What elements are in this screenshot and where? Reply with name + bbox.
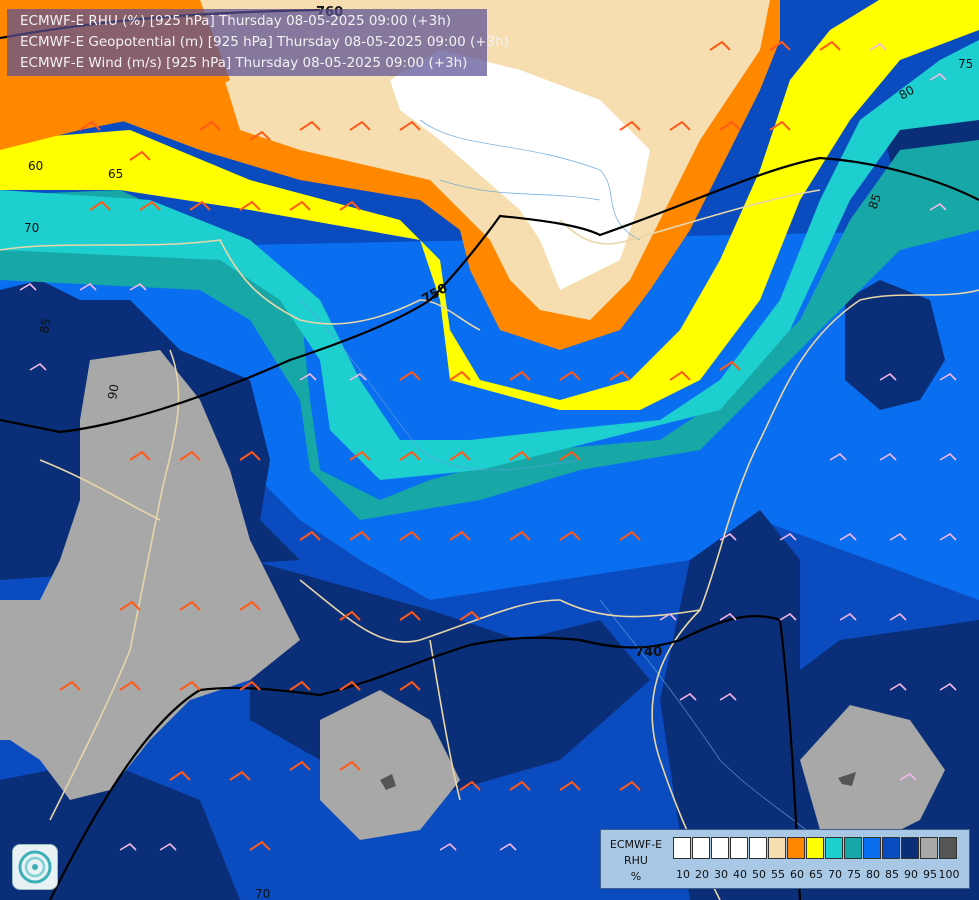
- legend-swatch: [673, 837, 691, 859]
- rh-label-90: 90: [105, 383, 121, 400]
- legend-tick-label: 75: [847, 868, 861, 881]
- legend-swatch: [692, 837, 710, 859]
- legend-swatch: [939, 837, 957, 859]
- legend-variable-label: RHU: [624, 854, 648, 867]
- legend-swatch: [730, 837, 748, 859]
- legend-tick-label: 100: [938, 868, 960, 881]
- legend-tick-label: 60: [790, 868, 804, 881]
- legend-tick-label: 10: [676, 868, 690, 881]
- legend-swatch: [901, 837, 919, 859]
- title-overlay: ECMWF-E RHU (%) [925 hPa] Thursday 08-05…: [7, 9, 509, 76]
- rh-label-70-left: 70: [24, 221, 39, 235]
- legend-tick-label: 90: [904, 868, 918, 881]
- rh-label-80-right: 80: [897, 83, 917, 103]
- rh-label-85: 85: [37, 317, 53, 334]
- legend-tick-label: 95: [923, 868, 937, 881]
- legend-tick-label: 65: [809, 868, 823, 881]
- rhu-legend: ECMWF-E RHU % 10 20 30 40 50 55 60 65 70 75 80 85 90…: [600, 829, 970, 889]
- geo-label-740: 740: [635, 645, 662, 660]
- legend-swatch: [711, 837, 729, 859]
- legend-swatch: [844, 837, 862, 859]
- rh-label-70-bottom: 70: [255, 887, 270, 900]
- legend-tick-label: 40: [733, 868, 747, 881]
- legend-model-label: ECMWF-E: [609, 838, 663, 851]
- legend-tick-label: 85: [885, 868, 899, 881]
- legend-swatch: [825, 837, 843, 859]
- rh-label-60: 60: [28, 159, 43, 173]
- legend-swatch: [787, 837, 805, 859]
- legend-swatch: [806, 837, 824, 859]
- legend-tick-label: 30: [714, 868, 728, 881]
- legend-tick-label: 80: [866, 868, 880, 881]
- legend-unit-label: %: [630, 870, 642, 883]
- title-geopotential: ECMWF-E Geopotential (m) [925 hPa] Thurs…: [20, 34, 509, 50]
- legend-swatch: [882, 837, 900, 859]
- legend-swatch: [768, 837, 786, 859]
- legend-tick-label: 50: [752, 868, 766, 881]
- title-wind: ECMWF-E Wind (m/s) [925 hPa] Thursday 08…: [20, 55, 468, 71]
- legend-tick-label: 55: [771, 868, 785, 881]
- legend-tick-label: 20: [695, 868, 709, 881]
- rh-label-65: 65: [108, 167, 123, 181]
- rh-label-75-right: 75: [958, 57, 973, 71]
- title-rhu: ECMWF-E RHU (%) [925 hPa] Thursday 08-05…: [20, 13, 452, 29]
- legend-tick-label: 70: [828, 868, 842, 881]
- rh-label-85-right: 85: [866, 192, 884, 211]
- legend-swatch: [863, 837, 881, 859]
- legend-swatch: [749, 837, 767, 859]
- legend-swatch: [920, 837, 938, 859]
- ecmwf-swirl-icon: [12, 844, 58, 890]
